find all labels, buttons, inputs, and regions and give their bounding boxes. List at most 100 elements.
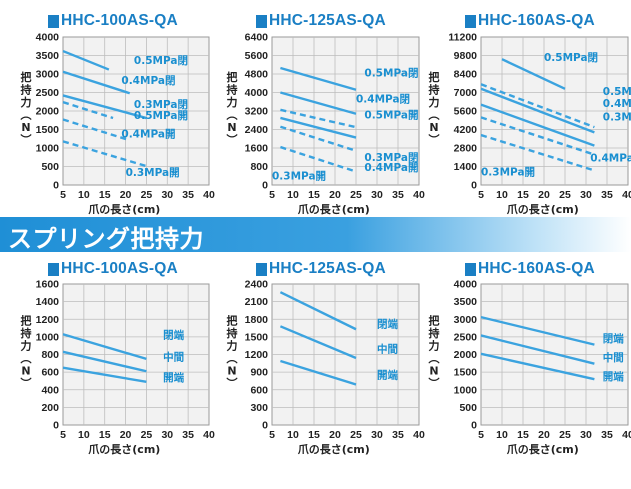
- chart-title-bottom-1: HHC-100AS-QA: [48, 260, 178, 278]
- x-tick-label: 30: [580, 429, 592, 441]
- series-line-0.4MPa開: [280, 125, 357, 152]
- y-tick-label: 0: [53, 420, 59, 432]
- y-tick-label: 0: [262, 180, 268, 192]
- x-tick-label: 15: [99, 429, 111, 441]
- series-label: 0.5MPa閉: [544, 52, 598, 64]
- y-tick-label: 4800: [245, 69, 269, 81]
- x-tick-label: 20: [329, 429, 341, 441]
- y-tick-label: 1600: [245, 143, 269, 155]
- y-tick-label: 1500: [454, 367, 478, 379]
- x-tick-label: 35: [392, 189, 404, 201]
- series-label: 0.5MPa開: [134, 110, 188, 122]
- x-tick-label: 25: [559, 189, 571, 201]
- x-tick-label: 5: [60, 429, 66, 441]
- y-tick-label: 0: [471, 180, 477, 192]
- series-label: 開端: [163, 371, 184, 384]
- title-marker-icon: [465, 14, 476, 28]
- x-tick-label: 10: [78, 189, 90, 201]
- y-tick-label: 2500: [454, 331, 478, 343]
- x-tick-label: 5: [478, 189, 484, 201]
- y-tick-label: 300: [250, 402, 268, 414]
- series-label: 0.3MPa開: [481, 166, 535, 178]
- series-label: 0.5MPa開: [364, 110, 418, 122]
- x-axis-label: 爪の長さ(cm): [298, 203, 370, 216]
- x-tick-label: 5: [478, 429, 484, 441]
- series-label: 中間: [163, 351, 184, 364]
- chart-3: 0 1400 2800 4200 5600 7000 8400 9800 11200 5 10 15 2…: [428, 32, 631, 217]
- series-label: 閉端: [377, 317, 398, 330]
- series-label: 閉端: [603, 332, 624, 345]
- y-axis-label: 把持力︵ N ︶: [428, 70, 441, 147]
- series-line-0.5MPa開: [62, 100, 114, 120]
- x-axis-label: 爪の長さ(cm): [88, 203, 160, 216]
- y-tick-label: 1000: [36, 143, 60, 155]
- y-tick-label: 600: [250, 384, 268, 396]
- y-axis-label: 把持力︵ N ︶: [428, 314, 441, 391]
- series-label: 中間: [603, 351, 624, 364]
- y-tick-label: 2000: [454, 349, 478, 361]
- y-tick-label: 9800: [454, 50, 478, 62]
- x-tick-label: 20: [120, 429, 132, 441]
- title-marker-icon: [256, 262, 267, 276]
- x-tick-label: 10: [287, 429, 299, 441]
- y-tick-label: 1400: [36, 296, 60, 308]
- y-tick-label: 3500: [36, 50, 60, 62]
- y-tick-label: 500: [459, 402, 477, 414]
- y-tick-label: 8400: [454, 69, 478, 81]
- series-line-中間: [62, 350, 147, 373]
- series-line-0.5MPa閉: [62, 49, 110, 71]
- x-tick-label: 40: [622, 189, 631, 201]
- x-tick-label: 35: [182, 429, 194, 441]
- x-tick-label: 30: [371, 429, 383, 441]
- series-line-0.5MPa開: [280, 108, 357, 129]
- x-tick-label: 35: [601, 189, 613, 201]
- series-line-中間: [279, 325, 357, 360]
- series-label: 0.3MPa開: [126, 167, 180, 179]
- y-tick-label: 1500: [36, 124, 60, 136]
- chart-title-top-1: HHC-100AS-QA: [48, 12, 178, 30]
- y-tick-label: 4000: [36, 32, 60, 44]
- y-axis-label: 把持力︵ N ︶: [20, 70, 33, 147]
- y-tick-label: 3000: [454, 314, 478, 326]
- series-label: 0.4MPa閉: [603, 98, 631, 110]
- chart-5: 0 300 600 900 1200 1500 1800 2100 2400 5 10 15 20 25 3…: [226, 279, 425, 457]
- x-tick-label: 10: [496, 189, 508, 201]
- y-tick-label: 2100: [245, 296, 269, 308]
- chart-4: 0 200 400 600 800 1000 1200 1400 1600 5 10 15 20 25 30…: [20, 279, 215, 457]
- y-tick-label: 4000: [454, 279, 478, 291]
- series-label: 0.5MPa閉: [134, 55, 188, 67]
- y-axis-label: 把持力︵ N ︶: [226, 70, 239, 147]
- y-tick-label: 400: [41, 384, 59, 396]
- series-line-0.4MPa開: [62, 118, 131, 142]
- series-label: 0.4MPa閉: [356, 93, 410, 105]
- y-tick-label: 1000: [454, 384, 478, 396]
- x-tick-label: 5: [269, 189, 275, 201]
- y-tick-label: 3200: [245, 106, 269, 118]
- y-tick-label: 800: [250, 161, 268, 173]
- x-tick-label: 10: [287, 189, 299, 201]
- x-axis-label: 爪の長さ(cm): [507, 443, 579, 456]
- series-line-0.4MPa閉: [480, 87, 595, 134]
- x-tick-label: 25: [350, 189, 362, 201]
- x-tick-label: 5: [60, 189, 66, 201]
- y-tick-label: 500: [41, 161, 59, 173]
- series-line-0.3MPa閉: [280, 116, 357, 139]
- y-tick-label: 1500: [245, 331, 269, 343]
- series-line-0.5MPa閉: [280, 66, 357, 91]
- x-tick-label: 10: [496, 429, 508, 441]
- series-label: 0.3MPa閉: [603, 111, 631, 123]
- x-tick-label: 10: [78, 429, 90, 441]
- x-tick-label: 15: [99, 189, 111, 201]
- x-tick-label: 20: [538, 189, 550, 201]
- series-line-0.3MPa開: [62, 140, 147, 168]
- series-line-0.3MPa閉: [480, 103, 595, 147]
- chart-title-bottom-3: HHC-160AS-QA: [465, 260, 595, 278]
- chart-6: 0 500 1000 1500 2000 2500 3000 3500 4000 5 10 15 20 2…: [428, 279, 631, 457]
- x-tick-label: 40: [413, 189, 425, 201]
- x-tick-label: 15: [308, 429, 320, 441]
- y-tick-label: 11200: [448, 32, 477, 44]
- y-tick-label: 2000: [36, 106, 60, 118]
- y-tick-label: 1400: [454, 161, 478, 173]
- y-tick-label: 900: [250, 367, 268, 379]
- x-tick-label: 20: [538, 429, 550, 441]
